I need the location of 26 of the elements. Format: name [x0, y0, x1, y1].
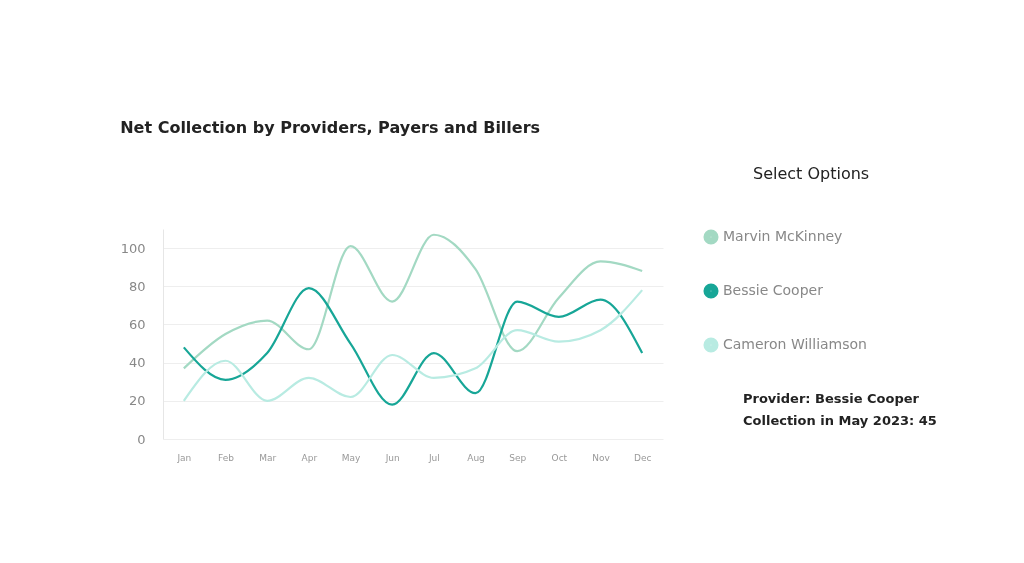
x-tick-label: Feb — [218, 452, 235, 463]
y-tick-label: 40 — [128, 355, 146, 371]
legend-label: Marvin McKinney — [723, 228, 843, 244]
x-tick-label: Sep — [509, 452, 527, 463]
chart-title: Net Collection by Providers, Payers and Billers — [120, 118, 541, 137]
line-series — [182, 233, 644, 370]
y-tick-label: 60 — [128, 316, 146, 332]
x-tick-label: May — [341, 452, 361, 463]
y-tick-label: 100 — [120, 240, 146, 256]
text: Provider: Bessie Cooper — [743, 391, 920, 406]
x-tick-label: Apr — [301, 452, 318, 463]
y-tick-label: 20 — [128, 393, 146, 409]
x-tick-label: Jun — [384, 452, 400, 463]
legend-label: Bessie Cooper — [723, 282, 824, 298]
y-tick-label: 0 — [137, 431, 146, 447]
y-tick-label: 80 — [128, 278, 146, 294]
x-tick-label: Mar — [259, 452, 277, 463]
x-tick-label: Oct — [551, 452, 568, 463]
x-tick-label: Jan — [176, 452, 192, 463]
x-tick-label: Aug — [467, 452, 485, 463]
x-tick-label: Jul — [427, 452, 440, 463]
x-tick-label: Nov — [592, 452, 611, 463]
x-tick-label: Dec — [633, 452, 652, 463]
text: Collection in May 2023: 45 — [743, 413, 937, 428]
text: Select Options — [753, 164, 870, 183]
legend-label: Cameron Williamson — [723, 336, 867, 352]
